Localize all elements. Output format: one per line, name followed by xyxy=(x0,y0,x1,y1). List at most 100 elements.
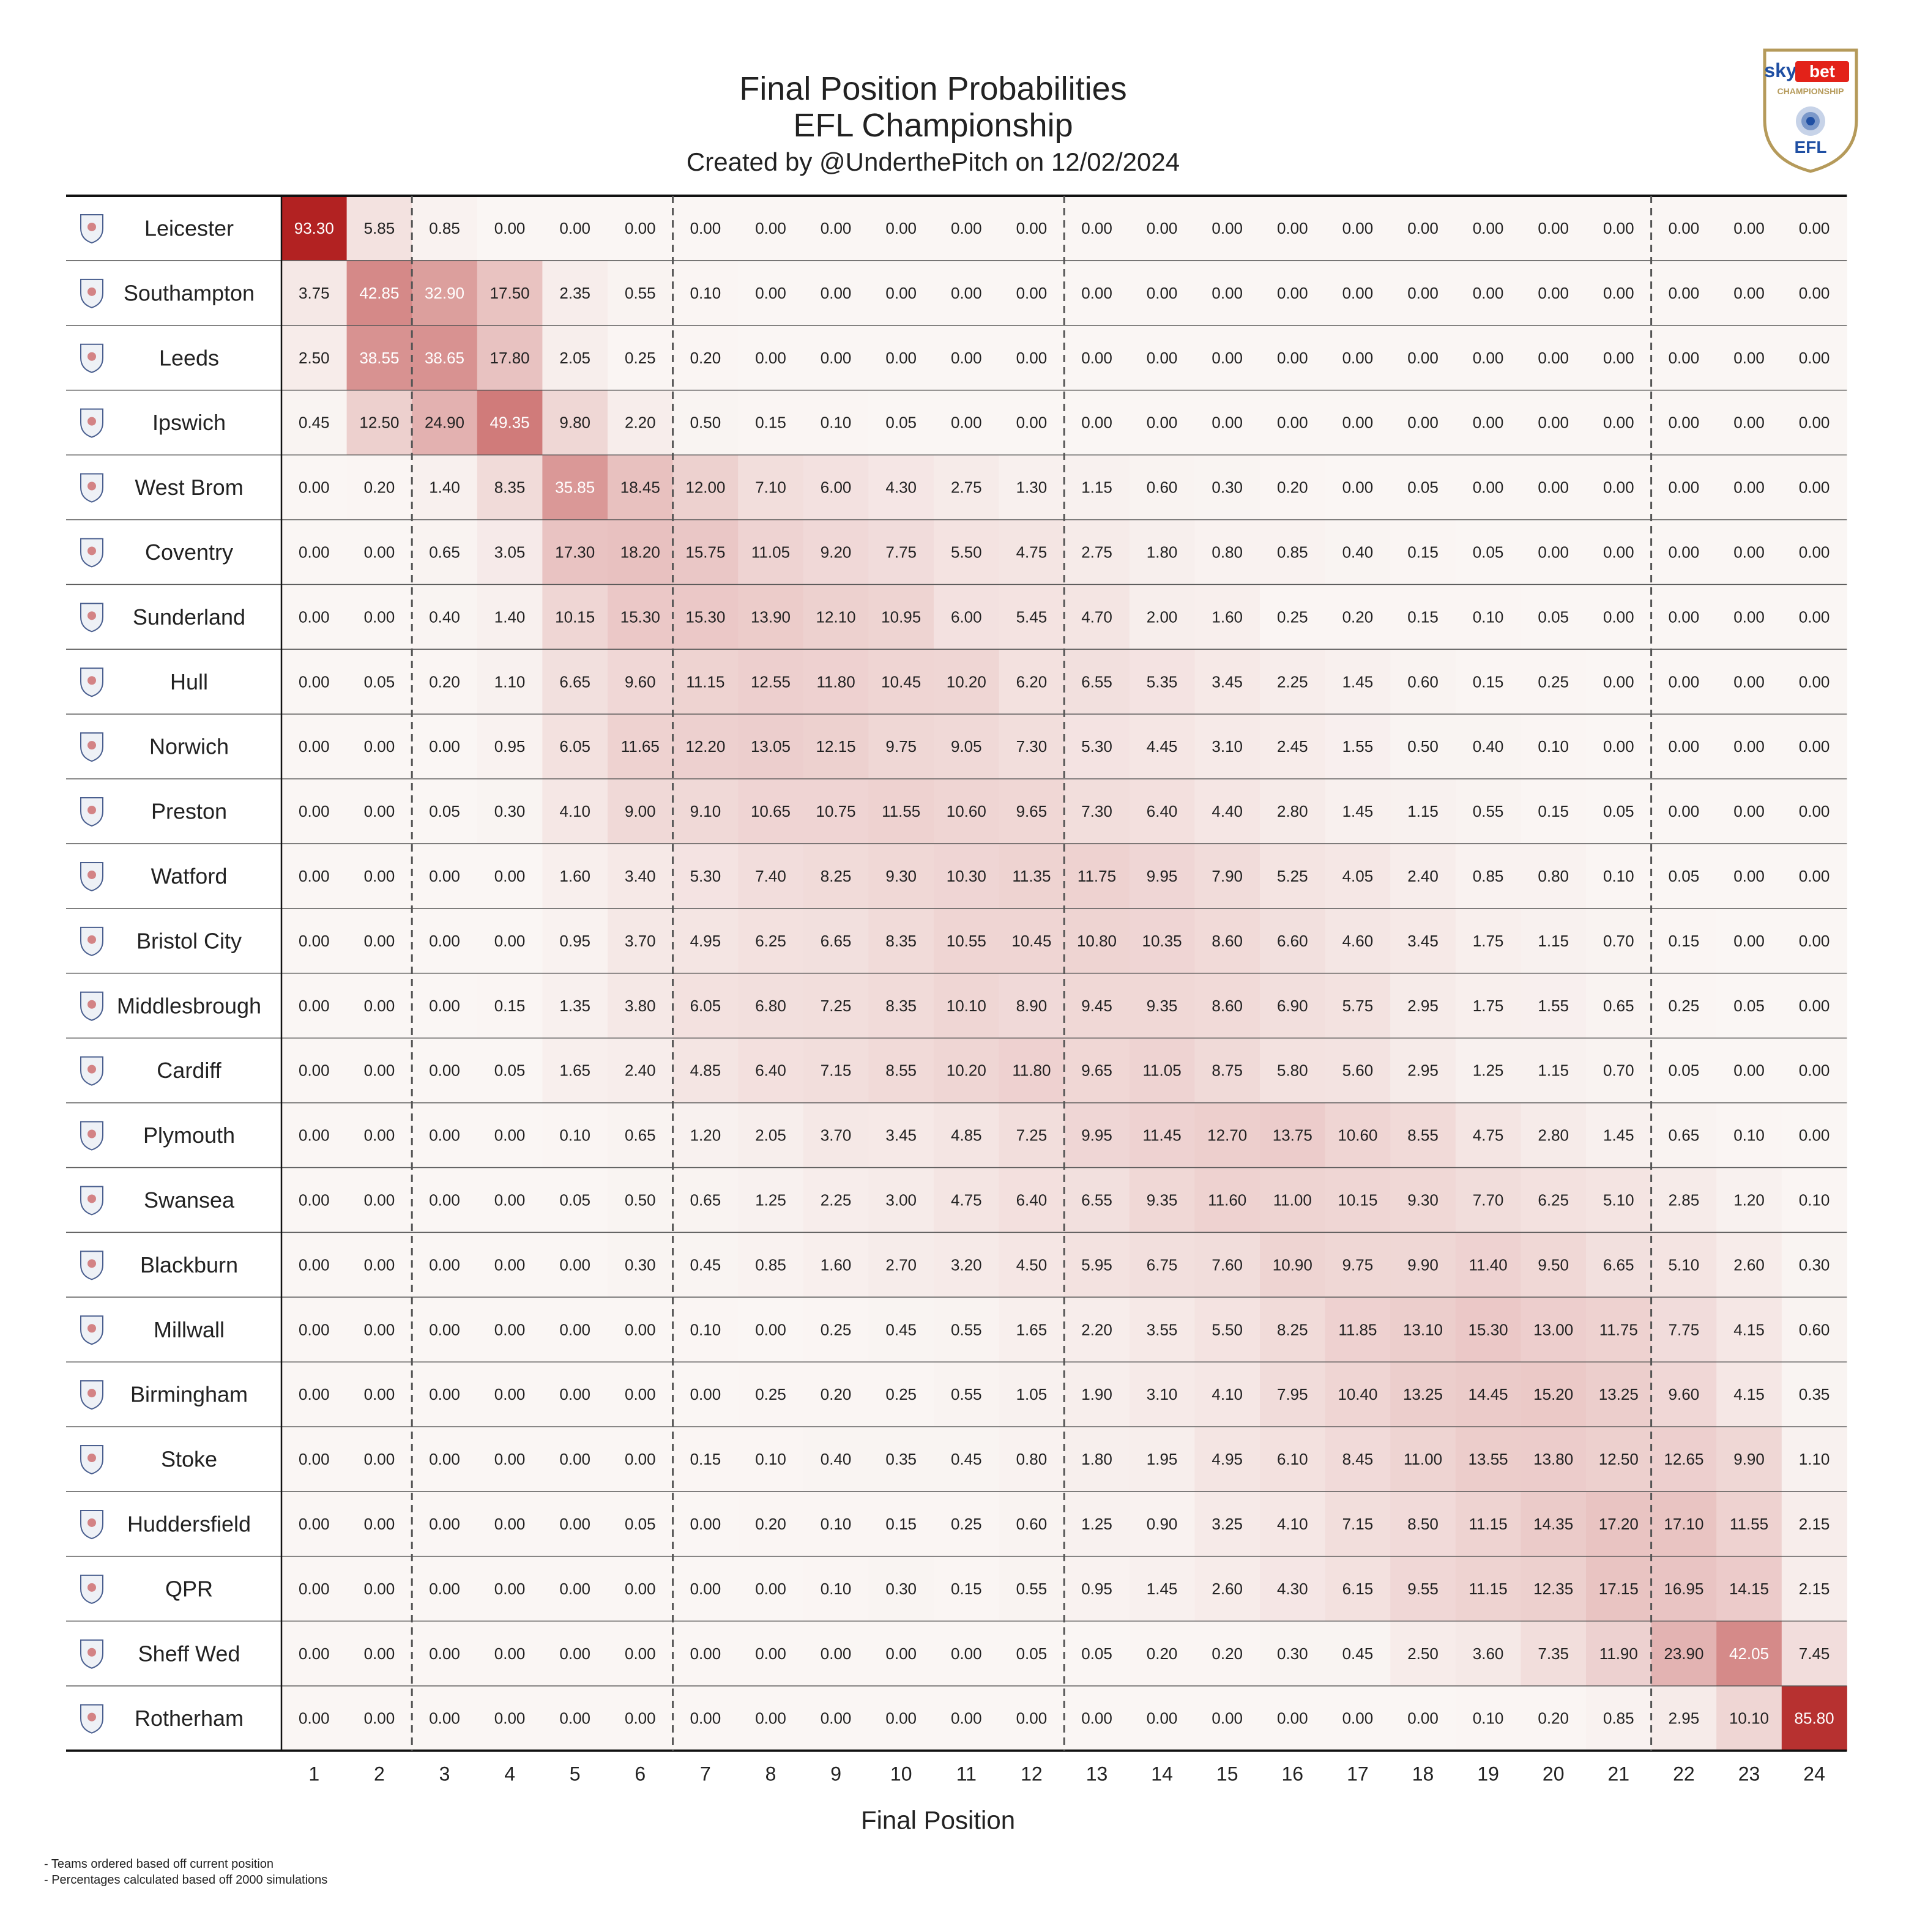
cell-value: 11.80 xyxy=(1012,1061,1051,1080)
cell-value: 0.00 xyxy=(1538,349,1569,367)
cell-value: 0.00 xyxy=(1212,349,1243,367)
heatmap-cell xyxy=(868,1685,934,1752)
cell-value: 0.15 xyxy=(951,1580,982,1598)
cell-value: 0.00 xyxy=(1799,607,1830,626)
heatmap-cell xyxy=(1194,196,1260,261)
cell-value: 0.00 xyxy=(364,997,395,1015)
cell-value: 0.20 xyxy=(1538,1709,1569,1728)
cell-value: 9.35 xyxy=(1147,997,1178,1015)
heatmap-cell xyxy=(1390,1362,1456,1427)
heatmap-cell xyxy=(999,1685,1065,1752)
heatmap-cell xyxy=(1194,390,1260,456)
heatmap-cell xyxy=(281,325,348,391)
cell-value: 0.00 xyxy=(299,1061,330,1080)
cell-value: 0.65 xyxy=(690,1191,721,1209)
heatmap-cell xyxy=(803,584,869,650)
heatmap-cell xyxy=(1194,455,1260,520)
heatmap-cell xyxy=(608,1038,674,1104)
cell-value: 0.85 xyxy=(755,1255,786,1274)
cell-value: 93.30 xyxy=(294,219,334,237)
cell-value: 9.30 xyxy=(885,867,917,885)
cell-value: 9.80 xyxy=(559,414,590,432)
heatmap-cell xyxy=(999,1427,1065,1492)
heatmap-cell xyxy=(999,1102,1065,1168)
heatmap-cell xyxy=(1586,325,1652,391)
cell-value: 9.90 xyxy=(1733,1450,1765,1468)
team-crest-icon xyxy=(80,1315,103,1345)
heatmap-cell xyxy=(412,260,478,326)
heatmap-cell xyxy=(738,325,804,391)
cell-value: 0.00 xyxy=(690,1385,721,1403)
heatmap-cell xyxy=(608,1102,674,1168)
heatmap-cell xyxy=(542,1556,608,1622)
heatmap-cell xyxy=(1260,1427,1326,1492)
heatmap-cell xyxy=(1586,973,1652,1039)
cell-value: 0.00 xyxy=(559,1515,590,1533)
heatmap-cell xyxy=(803,714,869,779)
cell-value: 0.30 xyxy=(625,1255,656,1274)
cell-value: 0.05 xyxy=(625,1515,656,1533)
heatmap-cell xyxy=(1586,714,1652,779)
cell-value: 0.00 xyxy=(1016,349,1048,367)
heatmap-cell xyxy=(1194,1492,1260,1557)
cell-value: 0.00 xyxy=(429,1061,460,1080)
cell-value: 0.00 xyxy=(429,1385,460,1403)
cell-value: 7.75 xyxy=(885,543,917,561)
heatmap-cell xyxy=(1260,1556,1326,1622)
heatmap-cell xyxy=(672,844,739,909)
heatmap-cell xyxy=(608,1556,674,1622)
heatmap-cell xyxy=(412,1232,478,1298)
cell-value: 0.50 xyxy=(690,414,721,432)
heatmap-cell xyxy=(542,1038,608,1104)
cell-value: 0.00 xyxy=(1473,219,1504,237)
cell-value: 17.20 xyxy=(1599,1515,1639,1533)
cell-value: 2.85 xyxy=(1669,1191,1700,1209)
heatmap-cell xyxy=(999,844,1065,909)
cell-value: 0.85 xyxy=(1473,867,1504,885)
heatmap-cell xyxy=(542,908,608,974)
heatmap-cell xyxy=(412,1297,478,1362)
cell-value: 8.25 xyxy=(1277,1320,1308,1339)
cell-value: 0.00 xyxy=(364,1644,395,1663)
heatmap-cell xyxy=(1260,649,1326,715)
cell-value: 0.00 xyxy=(429,1320,460,1339)
cell-value: 9.20 xyxy=(821,543,852,561)
cell-value: 1.20 xyxy=(1733,1191,1765,1209)
cell-value: 1.15 xyxy=(1081,478,1112,497)
heatmap-cell xyxy=(672,1102,739,1168)
heatmap-cell xyxy=(1651,973,1717,1039)
cell-value: 3.10 xyxy=(1212,737,1243,756)
team-crest-icon xyxy=(80,1186,103,1216)
heatmap-cell xyxy=(1129,714,1195,779)
cell-value: 9.30 xyxy=(1407,1191,1439,1209)
cell-value: 0.20 xyxy=(1147,1644,1178,1663)
heatmap-cell xyxy=(934,584,1000,650)
cell-value: 0.00 xyxy=(1147,219,1178,237)
cell-value: 0.00 xyxy=(1799,802,1830,820)
cell-value: 3.45 xyxy=(1212,672,1243,691)
cell-value: 0.30 xyxy=(1277,1644,1308,1663)
heatmap-cell xyxy=(608,649,674,715)
cell-value: 0.00 xyxy=(1147,284,1178,302)
heatmap-cell xyxy=(1651,1556,1717,1622)
team-label: Cardiff xyxy=(157,1058,221,1083)
heatmap-cell xyxy=(672,1492,739,1557)
team-crest-icon xyxy=(80,603,103,633)
heatmap-cell xyxy=(1194,1685,1260,1752)
cell-value: 0.00 xyxy=(559,219,590,237)
heatmap-cell xyxy=(281,1232,348,1298)
cell-value: 17.80 xyxy=(490,349,530,367)
heatmap-cell xyxy=(672,1427,739,1492)
heatmap-cell xyxy=(934,1362,1000,1427)
cell-value: 0.00 xyxy=(299,1385,330,1403)
heatmap-cell xyxy=(1194,714,1260,779)
cell-value: 0.00 xyxy=(559,1385,590,1403)
cell-value: 1.45 xyxy=(1342,802,1374,820)
x-tick-label: 1 xyxy=(308,1763,319,1785)
cell-value: 3.80 xyxy=(625,997,656,1015)
cell-value: 0.00 xyxy=(951,219,982,237)
cell-value: 0.00 xyxy=(364,1126,395,1145)
cell-value: 0.00 xyxy=(559,1450,590,1468)
heatmap-cell xyxy=(1586,1297,1652,1362)
team-label: Southampton xyxy=(124,280,255,305)
